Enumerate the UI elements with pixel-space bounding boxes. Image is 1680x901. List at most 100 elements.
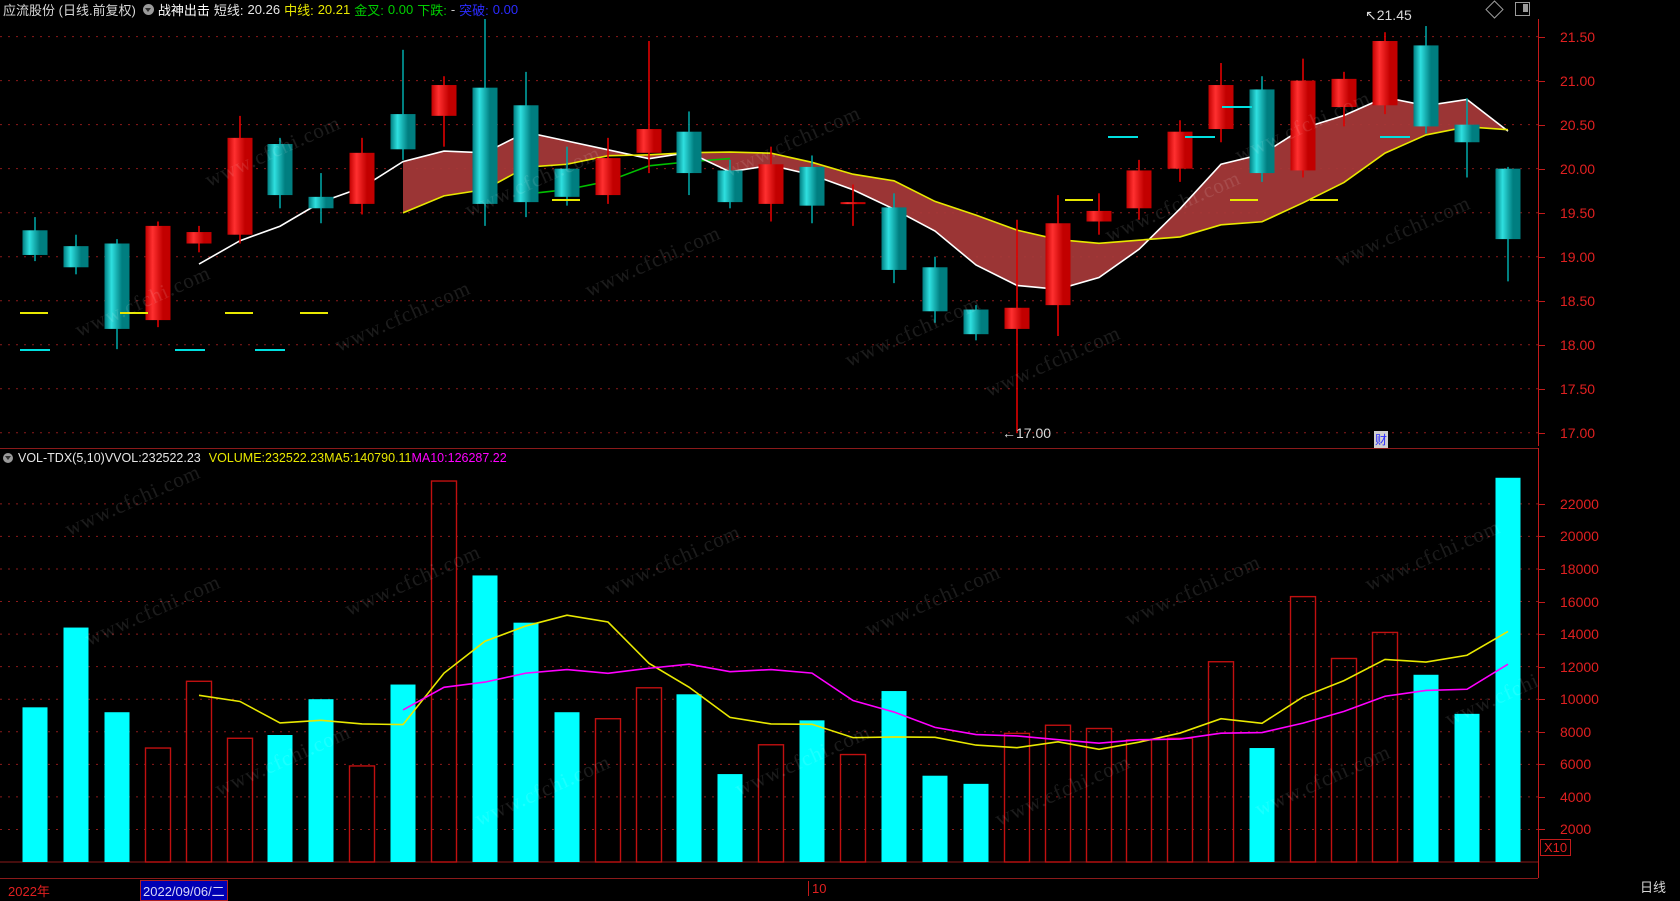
candlestick[interactable] bbox=[431, 76, 457, 147]
volume-bar[interactable] bbox=[144, 747, 172, 863]
volume-bar[interactable] bbox=[1454, 713, 1480, 862]
volume-bar[interactable] bbox=[799, 720, 825, 862]
candlestick[interactable] bbox=[1249, 76, 1275, 182]
candlestick[interactable] bbox=[267, 137, 293, 209]
volume-bar[interactable] bbox=[757, 744, 785, 863]
candlestick[interactable] bbox=[472, 19, 498, 226]
date-axis-bar[interactable]: 2022年 2022/09/06/二 10 日线 bbox=[0, 878, 1680, 901]
price-axis-label: 19.50 bbox=[1560, 204, 1596, 221]
candlestick-canvas[interactable] bbox=[0, 19, 1538, 446]
volume-bar[interactable] bbox=[308, 699, 334, 862]
volume-bar[interactable] bbox=[1044, 724, 1072, 863]
volume-bar[interactable] bbox=[963, 783, 989, 862]
candlestick[interactable] bbox=[676, 111, 702, 196]
volume-bar[interactable] bbox=[226, 737, 254, 863]
strategy-name-label: 战神出击 bbox=[157, 3, 210, 18]
price-panel-header: 应流股份 (日线.前复权) 战神出击 短线: 20.26 中线: 20.21 金… bbox=[0, 0, 1680, 19]
volume-axis-tick bbox=[1538, 634, 1545, 636]
volume-bar[interactable] bbox=[390, 684, 416, 862]
candlestick[interactable] bbox=[1372, 32, 1398, 115]
volume-indicator-title: VOL-TDX(5,10) bbox=[18, 450, 105, 465]
candlestick[interactable] bbox=[104, 239, 130, 350]
chevron-down-circle-icon[interactable] bbox=[142, 4, 154, 15]
volume-axis-tick bbox=[1538, 731, 1545, 733]
price-axis-label: 19.00 bbox=[1560, 248, 1596, 265]
volume-bar[interactable] bbox=[1166, 737, 1194, 863]
candlestick[interactable] bbox=[390, 49, 416, 160]
candlestick[interactable] bbox=[63, 234, 89, 275]
candlestick[interactable] bbox=[1004, 219, 1030, 433]
diamond-icon[interactable] bbox=[1485, 0, 1504, 19]
candlestick[interactable] bbox=[1495, 166, 1521, 282]
volume-bar[interactable] bbox=[1125, 739, 1153, 863]
price-axis-label: 20.00 bbox=[1560, 160, 1596, 177]
volume-bar[interactable] bbox=[1371, 631, 1399, 863]
volume-bar[interactable] bbox=[1003, 732, 1031, 863]
volume-bar[interactable] bbox=[1330, 657, 1358, 863]
volume-bar[interactable] bbox=[554, 712, 580, 862]
candlestick[interactable] bbox=[1045, 195, 1071, 336]
candlestick[interactable] bbox=[717, 159, 743, 209]
stock-name-label[interactable]: 应流股份 (日线.前复权) bbox=[3, 3, 136, 18]
volume-bar[interactable] bbox=[513, 622, 539, 862]
price-axis-tick bbox=[1538, 256, 1545, 258]
candlestick[interactable] bbox=[1167, 120, 1193, 182]
volume-chart-panel[interactable]: VOL-TDX(5,10) VVOL: 232522.23 VOLUME: 23… bbox=[0, 448, 1680, 878]
candlestick[interactable] bbox=[308, 173, 334, 224]
volume-bar[interactable] bbox=[430, 480, 458, 863]
candlestick[interactable] bbox=[349, 137, 375, 215]
volume-bar[interactable] bbox=[1207, 661, 1235, 863]
volume-bar[interactable] bbox=[839, 753, 867, 863]
candlestick[interactable] bbox=[186, 225, 212, 253]
candlestick[interactable] bbox=[636, 41, 662, 174]
indicator-zhongxian-value: 20.21 bbox=[317, 2, 351, 17]
candlestick[interactable] bbox=[799, 155, 825, 224]
volume-axis-tick bbox=[1538, 699, 1545, 701]
candlestick[interactable] bbox=[595, 137, 621, 204]
chevron-down-circle-icon[interactable] bbox=[3, 452, 13, 463]
vol-ma5-line bbox=[198, 614, 1509, 751]
volume-bar[interactable] bbox=[1413, 674, 1439, 862]
candlestick[interactable] bbox=[554, 146, 580, 206]
candlestick[interactable] bbox=[1086, 193, 1112, 235]
volume-bar[interactable] bbox=[1289, 595, 1317, 863]
volume-bar[interactable] bbox=[717, 774, 743, 862]
volume-bar[interactable] bbox=[1085, 727, 1113, 863]
volume-canvas[interactable] bbox=[0, 448, 1538, 878]
candlestick[interactable] bbox=[22, 217, 48, 262]
candlestick[interactable] bbox=[1413, 26, 1439, 134]
indicator-xiadie-value: - bbox=[450, 2, 456, 17]
volume-bar[interactable] bbox=[267, 735, 293, 862]
layout-icon[interactable] bbox=[1515, 2, 1530, 16]
candlestick[interactable] bbox=[227, 115, 253, 244]
volume-bar[interactable] bbox=[594, 718, 622, 863]
candlestick[interactable] bbox=[1126, 159, 1152, 220]
volume-bar[interactable] bbox=[104, 712, 130, 862]
candlestick[interactable] bbox=[922, 256, 948, 323]
volume-bar[interactable] bbox=[348, 765, 376, 863]
candlestick[interactable] bbox=[513, 71, 539, 218]
candlestick[interactable] bbox=[840, 184, 866, 226]
candlestick[interactable] bbox=[1208, 63, 1234, 143]
volume-bar[interactable] bbox=[676, 694, 702, 862]
volume-bar[interactable] bbox=[881, 691, 907, 862]
price-chart-panel[interactable]: ↖21.45 ←17.00 财 www.cfchi.com www.cfchi.c… bbox=[0, 7, 1680, 448]
period-label[interactable]: 日线 bbox=[1639, 880, 1666, 895]
candlestick[interactable] bbox=[758, 146, 784, 222]
candlestick[interactable] bbox=[881, 193, 907, 284]
volume-bar[interactable] bbox=[922, 775, 948, 862]
volume-bar[interactable] bbox=[472, 575, 498, 862]
candlestick[interactable] bbox=[963, 305, 989, 341]
volume-bar[interactable] bbox=[185, 680, 213, 863]
candlestick[interactable] bbox=[1454, 98, 1480, 178]
candlestick[interactable] bbox=[145, 221, 171, 328]
volume-bar[interactable] bbox=[22, 707, 48, 862]
indicator-xiadie-label: 下跌: bbox=[417, 3, 447, 18]
volume-axis-label: 14000 bbox=[1560, 626, 1599, 643]
volume-bar[interactable] bbox=[1249, 748, 1275, 862]
volume-bar[interactable] bbox=[63, 627, 89, 862]
volume-axis-label: 6000 bbox=[1560, 756, 1592, 773]
volume-bar[interactable] bbox=[635, 687, 663, 863]
candlestick[interactable] bbox=[1290, 58, 1316, 178]
candlestick[interactable] bbox=[1331, 71, 1357, 127]
